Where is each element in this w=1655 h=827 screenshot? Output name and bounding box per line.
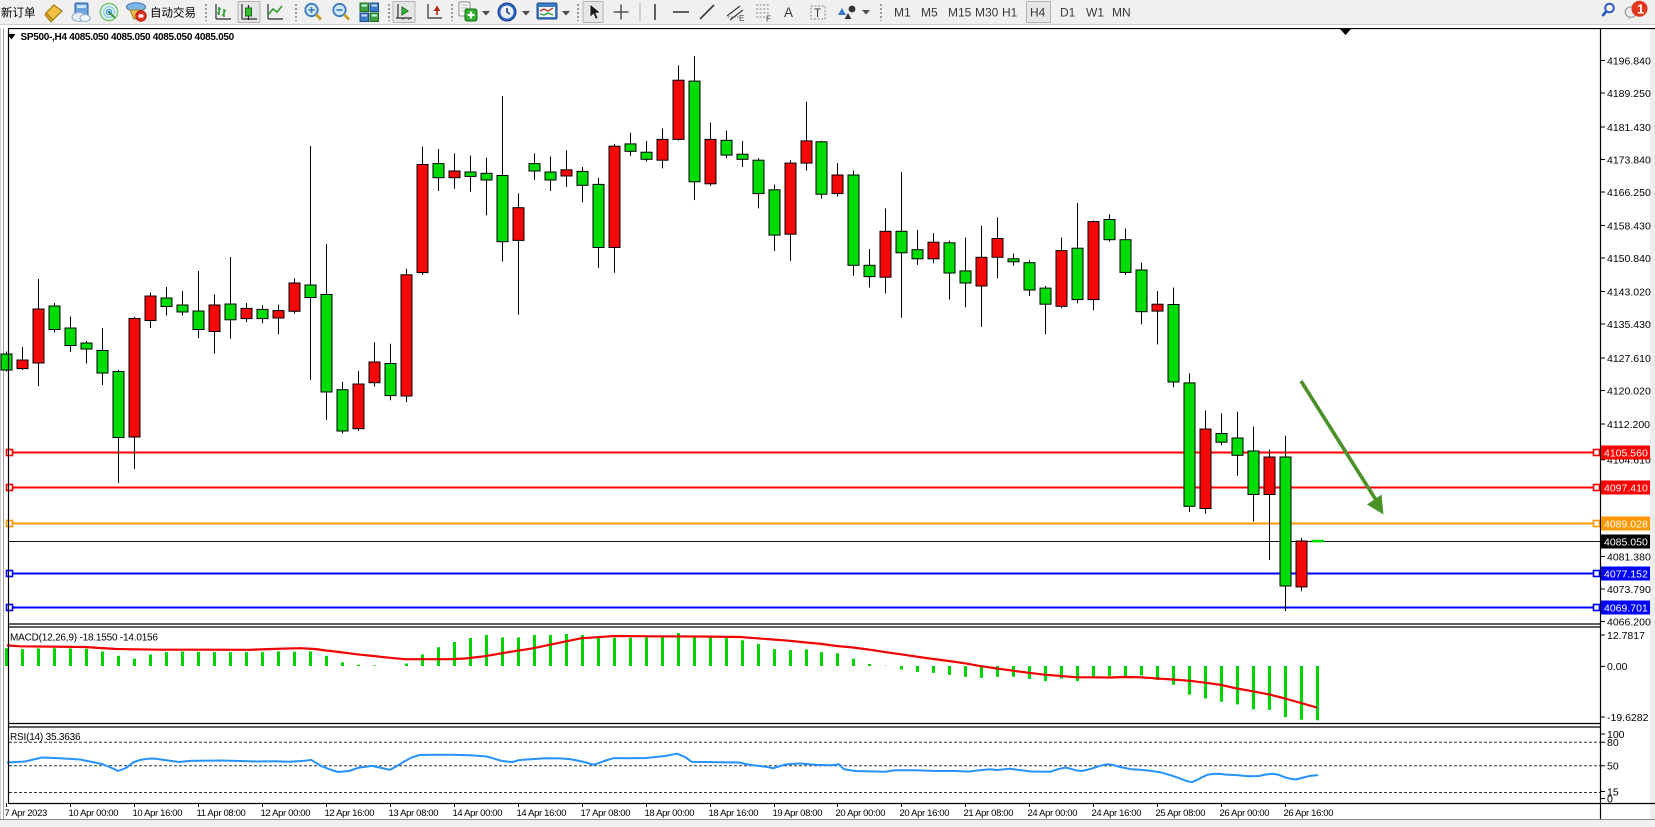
svg-text:4097.410: 4097.410: [1604, 483, 1648, 495]
svg-text:4127.610: 4127.610: [1607, 353, 1651, 365]
svg-text:4135.430: 4135.430: [1607, 319, 1651, 331]
svg-text:M30: M30: [975, 6, 999, 20]
svg-text:0.00: 0.00: [1607, 661, 1628, 673]
svg-text:4158.430: 4158.430: [1607, 220, 1651, 232]
svg-text:D1: D1: [1060, 6, 1076, 20]
svg-text:14 Apr 16:00: 14 Apr 16:00: [517, 808, 567, 819]
svg-text:4112.200: 4112.200: [1607, 419, 1650, 431]
svg-text:50: 50: [1607, 761, 1619, 773]
svg-text:20 Apr 00:00: 20 Apr 00:00: [836, 808, 886, 819]
svg-text:M15: M15: [948, 6, 972, 20]
svg-text:10 Apr 00:00: 10 Apr 00:00: [69, 808, 119, 819]
svg-text:H4: H4: [1030, 6, 1046, 20]
svg-text:19 Apr 08:00: 19 Apr 08:00: [773, 808, 823, 819]
svg-text:4077.152: 4077.152: [1604, 569, 1648, 581]
svg-text:MACD(12,26,9) -18.1550 -14.015: MACD(12,26,9) -18.1550 -14.0156: [10, 633, 158, 644]
svg-text:17 Apr 08:00: 17 Apr 08:00: [581, 808, 631, 819]
svg-text:SP500-,H4 4085.050 4085.050 4: SP500-,H4 4085.050 4085.050 4085.050 408…: [21, 32, 235, 43]
svg-text:100: 100: [1607, 729, 1625, 741]
svg-text:新订单: 新订单: [1, 6, 36, 20]
svg-text:H1: H1: [1002, 6, 1018, 20]
svg-text:4081.380: 4081.380: [1607, 551, 1651, 563]
svg-text:21 Apr 08:00: 21 Apr 08:00: [964, 808, 1014, 819]
svg-text:24 Apr 00:00: 24 Apr 00:00: [1028, 808, 1078, 819]
svg-text:12 Apr 16:00: 12 Apr 16:00: [325, 808, 375, 819]
svg-text:4089.028: 4089.028: [1604, 519, 1648, 531]
svg-text:4166.250: 4166.250: [1607, 187, 1651, 199]
svg-text:4105.560: 4105.560: [1604, 448, 1648, 460]
svg-text:4150.840: 4150.840: [1607, 253, 1651, 265]
svg-text:11 Apr 08:00: 11 Apr 08:00: [197, 808, 246, 819]
svg-text:A: A: [784, 5, 793, 20]
svg-text:E: E: [739, 14, 744, 23]
svg-text:1: 1: [1637, 1, 1644, 16]
svg-text:4069.701: 4069.701: [1604, 603, 1648, 615]
svg-text:4066.200: 4066.200: [1607, 616, 1651, 628]
svg-text:M1: M1: [894, 6, 911, 20]
svg-text:13 Apr 08:00: 13 Apr 08:00: [389, 808, 439, 819]
svg-text:4120.020: 4120.020: [1607, 385, 1651, 397]
svg-text:15: 15: [1607, 786, 1619, 798]
svg-text:4085.050: 4085.050: [1604, 537, 1648, 549]
svg-text:自动交易: 自动交易: [150, 6, 196, 20]
svg-text:26 Apr 00:00: 26 Apr 00:00: [1220, 808, 1270, 819]
svg-text:14 Apr 00:00: 14 Apr 00:00: [453, 808, 503, 819]
svg-text:12 Apr 00:00: 12 Apr 00:00: [261, 808, 311, 819]
svg-text:18 Apr 00:00: 18 Apr 00:00: [645, 808, 695, 819]
svg-text:W1: W1: [1086, 6, 1104, 20]
svg-text:4181.430: 4181.430: [1607, 122, 1651, 134]
svg-text:12.7817: 12.7817: [1607, 630, 1645, 642]
svg-text:F: F: [766, 15, 771, 24]
svg-text:4143.020: 4143.020: [1607, 286, 1651, 298]
svg-text:18 Apr 16:00: 18 Apr 16:00: [709, 808, 759, 819]
svg-text:7 Apr 2023: 7 Apr 2023: [5, 808, 48, 819]
svg-text:M5: M5: [921, 6, 938, 20]
svg-text:4073.790: 4073.790: [1607, 584, 1651, 596]
svg-text:4173.840: 4173.840: [1607, 154, 1651, 166]
svg-text:20 Apr 16:00: 20 Apr 16:00: [900, 808, 950, 819]
svg-text:T: T: [814, 8, 821, 20]
svg-text:RSI(14) 35.3636: RSI(14) 35.3636: [10, 732, 81, 743]
svg-text:-19.6282: -19.6282: [1607, 712, 1649, 724]
svg-text:4196.840: 4196.840: [1607, 55, 1651, 67]
svg-text:0: 0: [1607, 793, 1613, 805]
svg-text:25 Apr 08:00: 25 Apr 08:00: [1156, 808, 1206, 819]
svg-text:24 Apr 16:00: 24 Apr 16:00: [1092, 808, 1142, 819]
svg-text:MN: MN: [1112, 6, 1131, 20]
svg-text:26 Apr 16:00: 26 Apr 16:00: [1284, 808, 1334, 819]
svg-text:80: 80: [1607, 737, 1619, 749]
svg-text:4189.250: 4189.250: [1607, 88, 1651, 100]
svg-text:10 Apr 16:00: 10 Apr 16:00: [133, 808, 183, 819]
